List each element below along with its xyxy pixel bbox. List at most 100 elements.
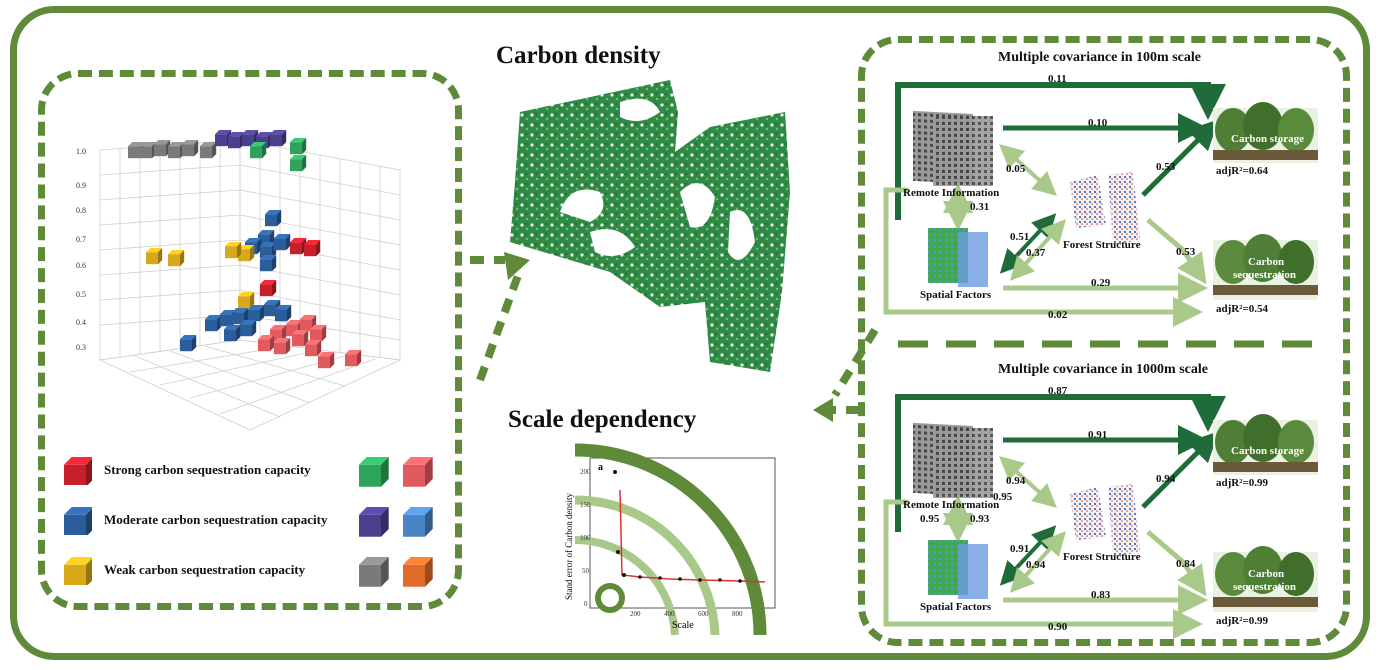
svg-text:Forest Structure: Forest Structure	[1063, 239, 1141, 251]
remote-information-image	[913, 110, 993, 186]
data-cube	[240, 320, 257, 337]
data-cube	[265, 210, 282, 227]
svg-text:600: 600	[698, 610, 709, 618]
svg-text:Carbon storage: Carbon storage	[1231, 445, 1304, 457]
forest-structure-image	[1070, 172, 1140, 245]
tree-sequestration-image	[1213, 234, 1318, 300]
svg-text:0.94: 0.94	[1026, 559, 1046, 571]
arrow-to-density	[470, 252, 530, 382]
data-cube	[274, 234, 291, 251]
svg-text:Carbon storage: Carbon storage	[1231, 133, 1304, 145]
svg-text:1.0: 1.0	[76, 147, 86, 156]
panel-title: Multiple covariance in 100m scale	[998, 50, 1201, 65]
y-axis-label: Stand error of Carbon density	[564, 493, 574, 600]
legend-label: Strong carbon sequestration capacity	[104, 462, 311, 477]
legend-item-weak: Weak carbon sequestration capacity	[60, 555, 305, 585]
covariance-box	[858, 36, 1350, 646]
tree-storage-image	[1213, 102, 1318, 163]
scale-dependency-plot: a 200 150 100 50 0 200 400 600 800 Scale…	[564, 443, 776, 636]
svg-text:0.5: 0.5	[76, 290, 86, 299]
svg-text:0.6: 0.6	[76, 261, 86, 270]
svg-text:sequestration: sequestration	[1233, 581, 1296, 593]
remote-information-image	[913, 422, 993, 498]
data-cube	[260, 255, 277, 272]
svg-text:0.87: 0.87	[1048, 385, 1068, 397]
svg-text:0: 0	[584, 600, 588, 608]
svg-text:200: 200	[580, 468, 591, 476]
svg-text:0.11: 0.11	[1048, 73, 1067, 85]
svg-text:0.53: 0.53	[1156, 161, 1176, 173]
cube-icon	[64, 557, 92, 585]
data-cube	[205, 315, 222, 332]
svg-text:800: 800	[732, 610, 743, 618]
cube-icon	[64, 457, 92, 485]
tree-sequestration-image	[1213, 546, 1318, 612]
svg-text:adjR²=0.99: adjR²=0.99	[1216, 615, 1269, 627]
cluster-3d-plot: 1.0 0.9 0.8 0.7 0.6 0.5 0.4 0.3	[76, 130, 402, 431]
legend-color-chips	[359, 457, 433, 587]
svg-text:Spatial Factors: Spatial Factors	[920, 601, 992, 613]
legend-item-moderate: Moderate carbon sequestration capacity	[60, 505, 328, 535]
data-cube	[224, 325, 241, 342]
panel-label: a	[598, 462, 603, 473]
tree-storage-image	[1213, 414, 1318, 475]
svg-text:0.8: 0.8	[76, 206, 86, 215]
svg-text:0.05: 0.05	[1006, 163, 1026, 175]
svg-text:0.95: 0.95	[920, 513, 940, 525]
svg-text:0.10: 0.10	[1088, 117, 1108, 129]
data-cube	[238, 292, 255, 309]
data-cube	[270, 130, 287, 147]
data-cube	[154, 140, 171, 157]
svg-text:Spatial Factors: Spatial Factors	[920, 289, 992, 301]
outer-frame	[10, 6, 1370, 660]
svg-text:0.4: 0.4	[76, 318, 86, 327]
svg-text:0.84: 0.84	[1176, 558, 1196, 570]
arrow-to-scale	[813, 327, 879, 422]
data-cube	[290, 238, 307, 255]
spatial-factors-image	[928, 540, 988, 599]
svg-text:Forest Structure: Forest Structure	[1063, 551, 1141, 563]
carbon-density-title: Carbon density	[496, 42, 661, 69]
svg-text:adjR²=0.64: adjR²=0.64	[1216, 165, 1269, 177]
scale-dependency-title: Scale dependency	[508, 406, 697, 433]
svg-text:0.90: 0.90	[1048, 621, 1068, 633]
cube-icon	[64, 507, 92, 535]
svg-text:0.31: 0.31	[970, 201, 989, 213]
data-cube	[182, 140, 199, 157]
data-cube	[228, 132, 245, 149]
x-tick-labels: 200 400 600 800	[630, 610, 743, 618]
covariance-panel-100m: Multiple covariance in 100m scale	[858, 50, 1348, 330]
covariance-panel-1000m: Multiple covariance in 1000m scale	[858, 362, 1348, 642]
svg-text:50: 50	[582, 567, 590, 575]
svg-text:0.51: 0.51	[1010, 231, 1029, 243]
data-cube	[275, 305, 292, 322]
svg-text:0.83: 0.83	[1091, 589, 1111, 601]
data-cube	[250, 142, 267, 159]
svg-text:150: 150	[580, 501, 591, 509]
svg-text:0.7: 0.7	[76, 235, 86, 244]
svg-text:adjR²=0.54: adjR²=0.54	[1216, 303, 1269, 315]
data-cube	[200, 142, 217, 159]
svg-text:0.53: 0.53	[1176, 246, 1196, 258]
svg-text:Remote Information: Remote Information	[903, 187, 999, 199]
data-cube	[274, 338, 291, 355]
data-cube	[248, 305, 265, 322]
svg-text:Carbon: Carbon	[1248, 568, 1284, 580]
legend-label: Weak carbon sequestration capacity	[104, 562, 306, 577]
data-cube	[310, 325, 327, 342]
data-cube	[318, 352, 335, 369]
data-points	[613, 470, 742, 583]
svg-text:0.37: 0.37	[1026, 247, 1046, 259]
data-cube	[290, 138, 307, 155]
spatial-factors-image	[928, 228, 988, 287]
data-cube	[225, 242, 242, 259]
legend-label: Moderate carbon sequestration capacity	[104, 512, 328, 527]
data-cube	[146, 248, 163, 265]
y-tick-labels: 200 150 100 50 0	[580, 468, 591, 608]
svg-text:Carbon: Carbon	[1248, 256, 1284, 268]
svg-text:0.93: 0.93	[970, 513, 990, 525]
panel-title: Multiple covariance in 1000m scale	[998, 362, 1208, 377]
svg-text:0.9: 0.9	[76, 181, 86, 190]
cluster-plot-box	[38, 70, 462, 610]
svg-text:0.29: 0.29	[1091, 277, 1111, 289]
